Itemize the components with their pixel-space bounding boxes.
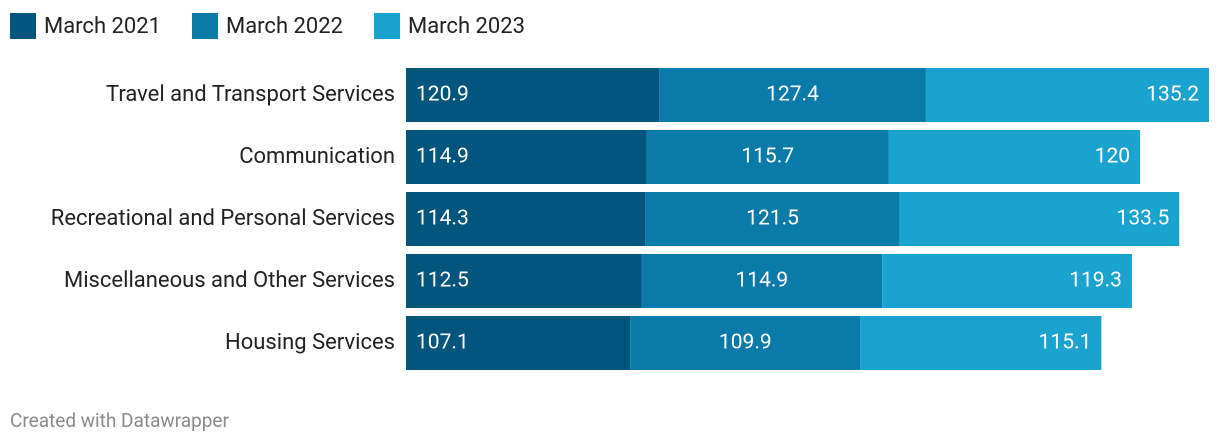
- bar-segment: [645, 192, 900, 246]
- bar-segment: [406, 254, 642, 308]
- bar-segment: [925, 68, 1209, 122]
- legend-label: March 2021: [44, 14, 161, 39]
- category-label: Recreational and Personal Services: [51, 206, 395, 231]
- bar-segment: [888, 130, 1141, 184]
- category-label: Miscellaneous and Other Services: [64, 268, 395, 293]
- bar-segment: [406, 192, 646, 246]
- category-label: Housing Services: [225, 330, 395, 355]
- value-label: 109.9: [719, 331, 772, 355]
- value-label: 112.5: [416, 269, 469, 293]
- value-label: 114.9: [416, 145, 469, 169]
- value-label: 107.1: [416, 331, 469, 355]
- category-label: Travel and Transport Services: [106, 82, 395, 107]
- value-label: 127.4: [766, 83, 819, 107]
- value-label: 119.3: [1069, 269, 1122, 293]
- value-label: 135.2: [1146, 83, 1199, 107]
- value-label: 114.3: [416, 207, 469, 231]
- value-label: 114.9: [735, 269, 788, 293]
- legend-label: March 2022: [226, 14, 343, 39]
- bar-segment: [646, 130, 889, 184]
- value-label: 120.9: [416, 83, 469, 107]
- value-label: 133.5: [1117, 207, 1170, 231]
- legend-label: March 2023: [408, 14, 525, 39]
- credit: Created with Datawrapper: [10, 409, 229, 432]
- legend-swatch: [10, 13, 36, 39]
- bar-segment: [659, 68, 926, 122]
- bar-segment: [406, 68, 660, 122]
- bar-segment: [882, 254, 1132, 308]
- value-label: 115.1: [1039, 331, 1092, 355]
- bar-segment: [899, 192, 1180, 246]
- legend-swatch: [374, 13, 400, 39]
- bar-segment: [406, 130, 647, 184]
- value-label: 120: [1095, 145, 1130, 169]
- legend-swatch: [192, 13, 218, 39]
- category-label: Communication: [239, 144, 395, 169]
- bar-segment: [860, 316, 1102, 370]
- value-label: 115.7: [741, 145, 794, 169]
- bar-segment: [630, 316, 861, 370]
- value-label: 121.5: [746, 207, 799, 231]
- bar-segment: [406, 316, 631, 370]
- bar-segment: [641, 254, 883, 308]
